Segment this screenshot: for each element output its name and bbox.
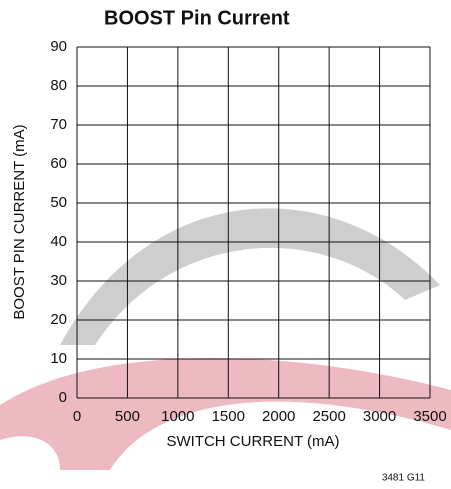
y-tick-label: 50 xyxy=(50,194,67,211)
x-axis-label: SWITCH CURRENT (mA) xyxy=(166,433,339,450)
y-tick-label: 10 xyxy=(50,350,67,367)
y-tick-label: 20 xyxy=(50,311,67,328)
y-tick-label: 40 xyxy=(50,233,67,250)
y-tick-label: 0 xyxy=(59,389,67,406)
x-tick-label: 3500 xyxy=(413,408,446,425)
watermark-pink xyxy=(0,358,451,470)
x-tick-label: 3000 xyxy=(363,408,396,425)
watermark-gray xyxy=(60,208,440,345)
y-tick-label: 30 xyxy=(50,272,67,289)
y-tick-label: 80 xyxy=(50,77,67,94)
x-tick-label: 2500 xyxy=(312,408,345,425)
x-tick-label: 1500 xyxy=(212,408,245,425)
y-tick-label: 90 xyxy=(50,38,67,55)
chart-title: BOOST Pin Current xyxy=(104,7,290,29)
x-tick-label: 0 xyxy=(73,408,81,425)
y-tick-label: 70 xyxy=(50,116,67,133)
x-tick-label: 500 xyxy=(115,408,140,425)
x-tick-label: 1000 xyxy=(161,408,194,425)
x-tick-label: 2000 xyxy=(262,408,295,425)
figure-note: 3481 G11 xyxy=(382,473,426,484)
y-tick-label: 60 xyxy=(50,155,67,172)
y-axis-label: BOOST PIN CURRENT (mA) xyxy=(11,124,28,319)
